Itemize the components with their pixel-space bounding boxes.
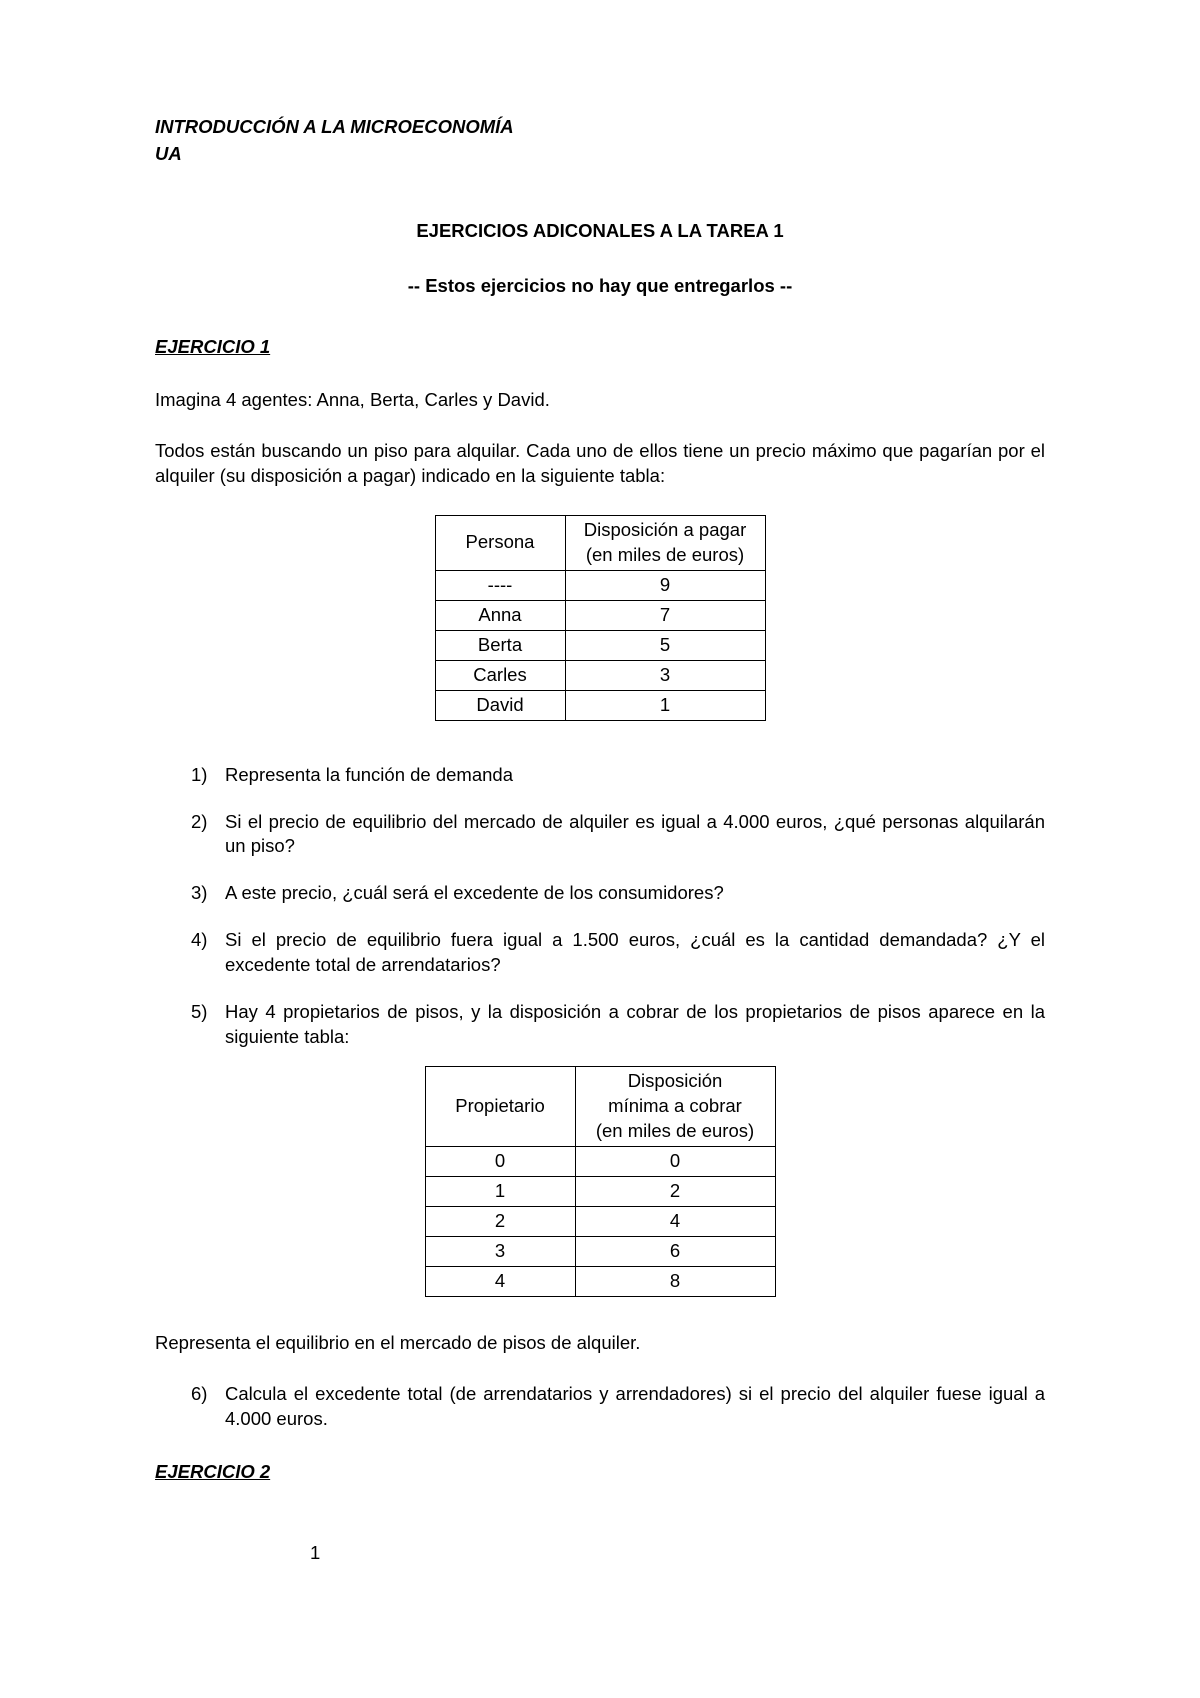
cell-prop: 3: [425, 1237, 575, 1267]
document-title: EJERCICIOS ADICONALES A LA TAREA 1: [155, 219, 1045, 244]
header-subtitle: UA: [155, 142, 1045, 167]
questions-list-a: 1) Representa la función de demanda 2) S…: [155, 763, 1045, 1051]
question-number: 4): [191, 928, 207, 953]
cell-valor: 9: [565, 570, 765, 600]
cell-persona: Carles: [435, 660, 565, 690]
cell-valor: 6: [575, 1237, 775, 1267]
table-header-disposicion: Disposición a pagar (en miles de euros): [565, 515, 765, 570]
table-willingness-to-pay: Persona Disposición a pagar (en miles de…: [435, 515, 766, 721]
table-row: 3 6: [425, 1237, 775, 1267]
table-willingness-to-receive: Propietario Disposición mínima a cobrar …: [425, 1066, 776, 1297]
header-line2: mínima a cobrar: [608, 1095, 742, 1116]
question-text: Si el precio de equilibrio fuera igual a…: [225, 929, 1045, 975]
question-item: 2) Si el precio de equilibrio del mercad…: [191, 810, 1045, 860]
question-text: A este precio, ¿cuál será el excedente d…: [225, 882, 724, 903]
table-header-persona: Persona: [435, 515, 565, 570]
question-text: Hay 4 propietarios de pisos, y la dispos…: [225, 1001, 1045, 1047]
cell-persona: David: [435, 690, 565, 720]
question-text: Calcula el excedente total (de arrendata…: [225, 1383, 1045, 1429]
cell-prop: 1: [425, 1177, 575, 1207]
exercise-1-p3: Representa el equilibrio en el mercado d…: [155, 1331, 1045, 1356]
exercise-1-heading: EJERCICIO 1: [155, 335, 1045, 360]
question-text: Si el precio de equilibrio del mercado d…: [225, 811, 1045, 857]
question-number: 6): [191, 1382, 207, 1407]
questions-list-b: 6) Calcula el excedente total (de arrend…: [155, 1382, 1045, 1432]
table-row: 0 0: [425, 1147, 775, 1177]
table-row: Berta 5: [435, 630, 765, 660]
cell-prop: 0: [425, 1147, 575, 1177]
question-number: 5): [191, 1000, 207, 1025]
exercise-1-intro-2: Todos están buscando un piso para alquil…: [155, 439, 1045, 489]
page: INTRODUCCIÓN A LA MICROECONOMÍA UA EJERC…: [155, 115, 1045, 1648]
table-row: Anna 7: [435, 600, 765, 630]
cell-prop: 4: [425, 1267, 575, 1297]
page-number: 1: [310, 1541, 320, 1566]
header-line1: Disposición a pagar: [584, 519, 746, 540]
question-number: 3): [191, 881, 207, 906]
cell-valor: 0: [575, 1147, 775, 1177]
table-header-disposicion-cobrar: Disposición mínima a cobrar (en miles de…: [575, 1067, 775, 1147]
cell-valor: 1: [565, 690, 765, 720]
header-line2: (en miles de euros): [586, 544, 744, 565]
question-number: 2): [191, 810, 207, 835]
table-1-wrap: Persona Disposición a pagar (en miles de…: [155, 515, 1045, 721]
cell-valor: 7: [565, 600, 765, 630]
table-row: 2 4: [425, 1207, 775, 1237]
cell-persona: ----: [435, 570, 565, 600]
header-line1: Disposición: [628, 1070, 723, 1091]
table-row: Persona Disposición a pagar (en miles de…: [435, 515, 765, 570]
cell-valor: 4: [575, 1207, 775, 1237]
table-row: Carles 3: [435, 660, 765, 690]
exercise-1-intro-1: Imagina 4 agentes: Anna, Berta, Carles y…: [155, 388, 1045, 413]
table-row: David 1: [435, 690, 765, 720]
question-text: Representa la función de demanda: [225, 764, 513, 785]
table-row: 1 2: [425, 1177, 775, 1207]
header-line3: (en miles de euros): [596, 1120, 754, 1141]
table-row: ---- 9: [435, 570, 765, 600]
cell-persona: Anna: [435, 600, 565, 630]
question-item: 3) A este precio, ¿cuál será el excedent…: [191, 881, 1045, 906]
question-item: 6) Calcula el excedente total (de arrend…: [191, 1382, 1045, 1432]
cell-valor: 2: [575, 1177, 775, 1207]
cell-persona: Berta: [435, 630, 565, 660]
question-number: 1): [191, 763, 207, 788]
question-item: 4) Si el precio de equilibrio fuera igua…: [191, 928, 1045, 978]
exercise-2-heading: EJERCICIO 2: [155, 1460, 1045, 1485]
table-header-propietario: Propietario: [425, 1067, 575, 1147]
cell-valor: 8: [575, 1267, 775, 1297]
cell-prop: 2: [425, 1207, 575, 1237]
document-subtitle: -- Estos ejercicios no hay que entregarl…: [155, 274, 1045, 299]
question-item: 1) Representa la función de demanda: [191, 763, 1045, 788]
header-title: INTRODUCCIÓN A LA MICROECONOMÍA: [155, 115, 1045, 140]
table-row: 4 8: [425, 1267, 775, 1297]
question-item: 5) Hay 4 propietarios de pisos, y la dis…: [191, 1000, 1045, 1050]
cell-valor: 5: [565, 630, 765, 660]
table-2-wrap: Propietario Disposición mínima a cobrar …: [155, 1066, 1045, 1297]
table-row: Propietario Disposición mínima a cobrar …: [425, 1067, 775, 1147]
cell-valor: 3: [565, 660, 765, 690]
